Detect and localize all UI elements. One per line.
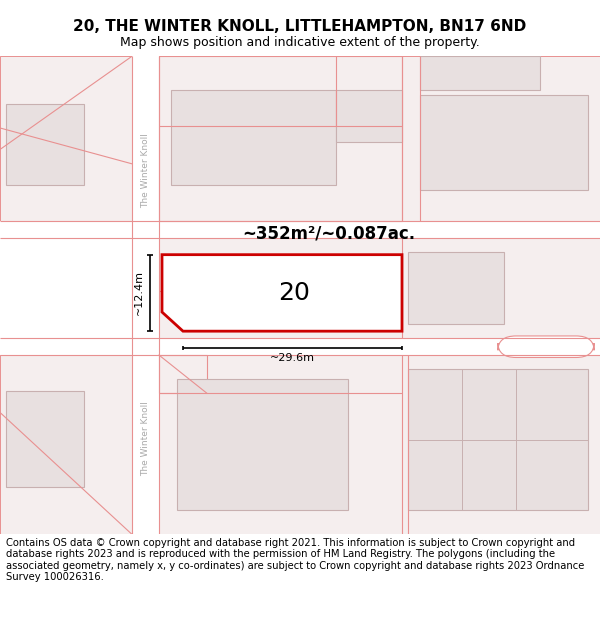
Polygon shape <box>162 254 402 331</box>
Polygon shape <box>408 253 504 324</box>
FancyBboxPatch shape <box>498 336 594 357</box>
Polygon shape <box>6 104 84 186</box>
Text: ~12.4m: ~12.4m <box>134 271 144 316</box>
Polygon shape <box>159 56 402 221</box>
Polygon shape <box>159 56 600 221</box>
Polygon shape <box>0 221 600 238</box>
Polygon shape <box>159 355 207 393</box>
Polygon shape <box>177 379 348 511</box>
Text: Map shows position and indicative extent of the property.: Map shows position and indicative extent… <box>120 36 480 49</box>
Polygon shape <box>408 369 588 511</box>
Text: ~29.6m: ~29.6m <box>270 352 315 362</box>
Polygon shape <box>132 56 159 534</box>
Polygon shape <box>0 338 600 355</box>
Text: Contains OS data © Crown copyright and database right 2021. This information is : Contains OS data © Crown copyright and d… <box>6 538 584 582</box>
Polygon shape <box>336 90 402 142</box>
Text: 20, THE WINTER KNOLL, LITTLEHAMPTON, BN17 6ND: 20, THE WINTER KNOLL, LITTLEHAMPTON, BN1… <box>73 19 527 34</box>
Polygon shape <box>0 355 132 534</box>
Polygon shape <box>420 94 588 190</box>
Text: The Winter Knoll: The Winter Knoll <box>141 134 150 209</box>
Polygon shape <box>6 391 84 486</box>
Polygon shape <box>171 90 336 186</box>
Polygon shape <box>0 56 132 221</box>
Text: 20: 20 <box>278 281 310 305</box>
Polygon shape <box>159 355 600 534</box>
Polygon shape <box>420 56 540 90</box>
Text: The Winter Knoll: The Winter Knoll <box>141 401 150 476</box>
Polygon shape <box>159 238 600 338</box>
Text: ~352m²/~0.087ac.: ~352m²/~0.087ac. <box>242 225 415 242</box>
